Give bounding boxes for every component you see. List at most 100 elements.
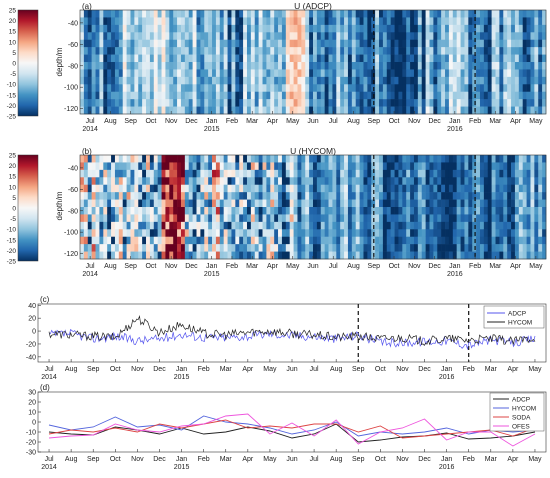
heatmap-cell xyxy=(165,177,170,186)
heatmap-cell xyxy=(173,69,178,78)
heatmap-cell xyxy=(177,24,182,33)
heatmap-cell xyxy=(293,162,298,171)
heatmap-cell xyxy=(188,207,193,215)
heatmap-cell xyxy=(250,199,256,208)
heatmap-cell xyxy=(514,47,520,55)
heatmap-cell xyxy=(538,54,543,63)
heatmap-cell xyxy=(425,244,430,252)
heatmap-cell xyxy=(332,76,337,85)
heatmap-cell xyxy=(87,199,92,208)
heatmap-cell xyxy=(390,207,395,215)
heatmap-cell xyxy=(320,244,325,252)
heatmap-cell xyxy=(223,244,228,252)
heatmap-cell xyxy=(394,214,399,223)
heatmap-cell xyxy=(208,62,213,70)
heatmap-cell xyxy=(491,32,496,41)
heatmap-cell xyxy=(274,54,279,63)
heatmap-cell xyxy=(180,155,186,163)
panel-d-series-line-soda xyxy=(48,419,536,439)
heatmap-cell xyxy=(301,32,306,41)
heatmap-cell xyxy=(441,54,446,63)
heatmap-cell xyxy=(165,84,170,93)
heatmap-cell xyxy=(103,54,108,63)
heatmap-cell xyxy=(425,155,430,163)
heatmap-cell xyxy=(142,177,147,186)
heatmap-cell xyxy=(382,221,388,230)
heatmap-cell xyxy=(301,192,306,200)
heatmap-cell xyxy=(122,69,127,78)
heatmap-cell xyxy=(410,24,415,33)
heatmap-cell xyxy=(371,39,376,48)
heatmap-cell xyxy=(390,62,395,70)
heatmap-cell xyxy=(363,10,368,18)
heatmap-cell xyxy=(227,17,232,26)
heatmap-cell xyxy=(483,84,489,93)
heatmap-cell xyxy=(114,54,120,63)
heatmap-cell xyxy=(246,214,252,223)
heatmap-cell xyxy=(410,207,415,215)
heatmap-cell xyxy=(173,214,178,223)
heatmap-cell xyxy=(476,207,481,215)
heatmap-cell xyxy=(538,192,543,200)
heatmap-cell xyxy=(134,84,139,93)
heatmap-cell xyxy=(177,32,182,41)
heatmap-cell xyxy=(301,162,306,171)
panel-b-xtick-label: Jan xyxy=(449,263,460,270)
heatmap-cell xyxy=(511,199,516,208)
heatmap-cell xyxy=(483,244,489,252)
heatmap-cell xyxy=(483,251,489,260)
heatmap-cell xyxy=(491,251,496,260)
heatmap-cell xyxy=(258,32,263,41)
heatmap-cell xyxy=(394,47,399,55)
heatmap-cell xyxy=(153,199,158,208)
heatmap-cell xyxy=(169,244,174,252)
heatmap-cell xyxy=(305,17,310,26)
heatmap-cell xyxy=(429,162,434,171)
heatmap-cell xyxy=(95,155,100,163)
heatmap-cell xyxy=(146,10,151,18)
heatmap-cell xyxy=(511,76,516,85)
heatmap-cell xyxy=(239,76,244,85)
heatmap-cell xyxy=(363,199,368,208)
heatmap-cell xyxy=(371,17,376,26)
heatmap-cell xyxy=(394,221,399,230)
heatmap-cell xyxy=(456,169,461,178)
heatmap-cell xyxy=(468,155,473,163)
heatmap-cell xyxy=(118,177,124,186)
heatmap-cell xyxy=(285,84,290,93)
heatmap-cell xyxy=(491,106,496,115)
panel-b-xtick-label: Aug xyxy=(104,263,117,270)
heatmap-cell xyxy=(421,236,426,245)
heatmap-cell xyxy=(382,47,388,55)
heatmap-cell xyxy=(375,236,380,245)
heatmap-cell xyxy=(386,99,391,107)
heatmap-cell xyxy=(491,199,496,208)
heatmap-cell xyxy=(522,169,527,178)
heatmap-cell xyxy=(118,236,124,245)
heatmap-cell xyxy=(192,32,197,41)
heatmap-cell xyxy=(534,47,539,55)
heatmap-cell xyxy=(91,76,96,85)
heatmap-cell xyxy=(530,236,535,245)
heatmap-cell xyxy=(518,99,523,107)
heatmap-cell xyxy=(215,10,221,18)
heatmap-cell xyxy=(351,32,357,41)
heatmap-cell xyxy=(215,229,221,238)
heatmap-cell xyxy=(130,84,135,93)
heatmap-cell xyxy=(452,62,457,70)
heatmap-cell xyxy=(270,32,275,41)
heatmap-cell xyxy=(281,84,287,93)
heatmap-cell xyxy=(313,229,318,238)
heatmap-cell xyxy=(80,199,85,208)
heatmap-cell xyxy=(491,244,496,252)
heatmap-cell xyxy=(344,84,349,93)
heatmap-cell xyxy=(359,155,364,163)
heatmap-cell xyxy=(208,207,213,215)
heatmap-cell xyxy=(491,39,496,48)
heatmap-cell xyxy=(542,244,547,252)
panel-b-xtick-label: Oct xyxy=(389,263,400,270)
heatmap-cell xyxy=(266,214,271,223)
heatmap-cell xyxy=(118,214,124,223)
heatmap-cell xyxy=(375,251,380,260)
heatmap-cell xyxy=(177,69,182,78)
